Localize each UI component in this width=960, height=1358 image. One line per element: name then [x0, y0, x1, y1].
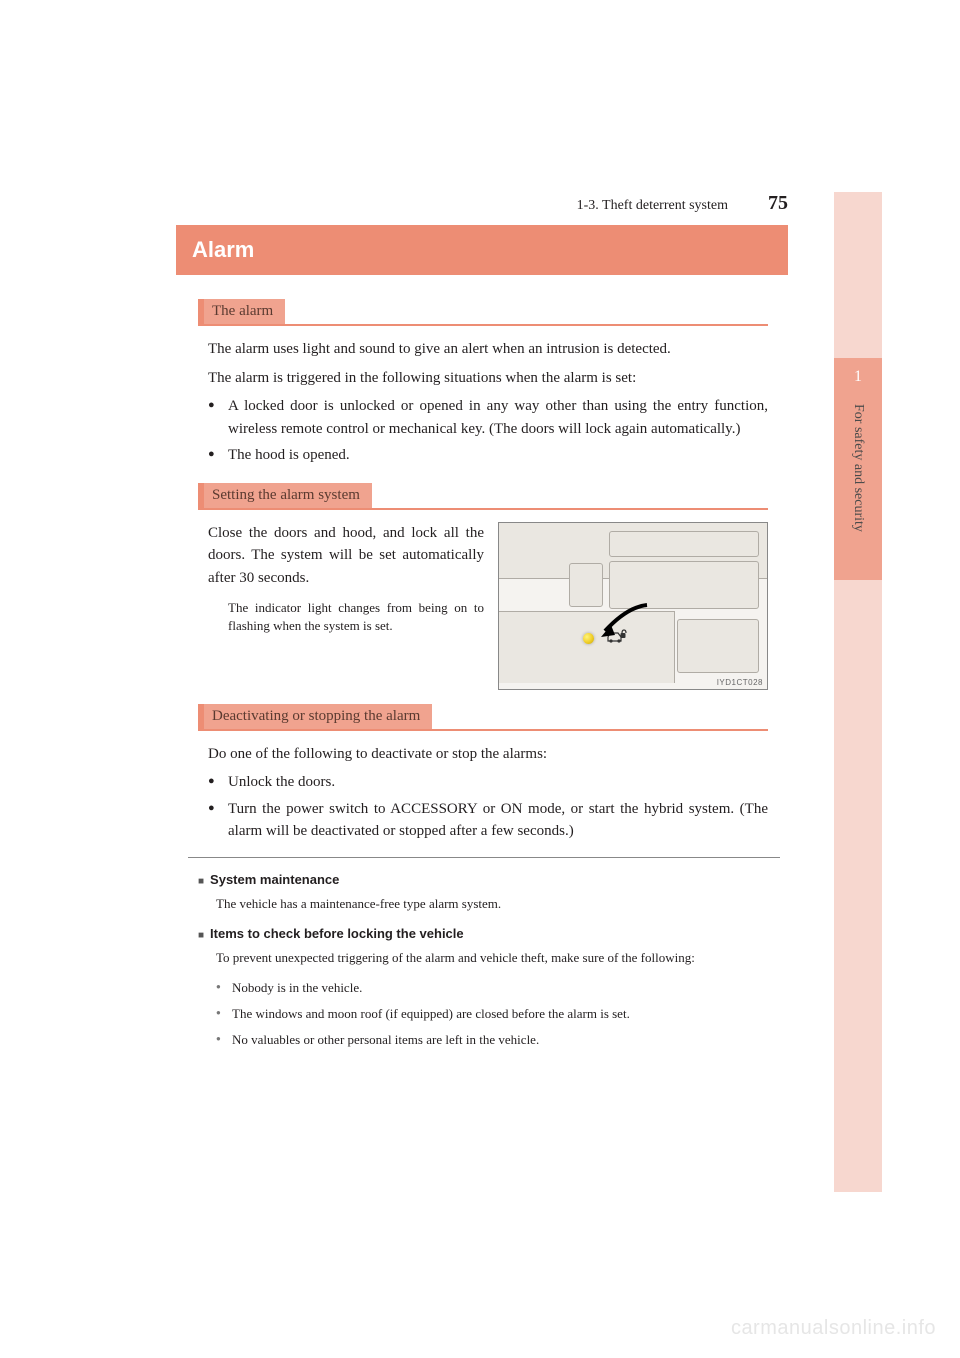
note-bullet: Nobody is in the vehicle.	[216, 978, 774, 998]
alarm-bullet: A locked door is unlocked or opened in a…	[208, 395, 768, 440]
setting-p1: Close the doors and hood, and lock all t…	[208, 522, 484, 590]
dashboard-illustration: IYD1CT028	[498, 522, 768, 690]
deactivating-bullet: Unlock the doors.	[208, 771, 768, 794]
note-heading: ■ System maintenance	[198, 870, 774, 890]
note-body: To prevent unexpected triggering of the …	[216, 948, 774, 968]
side-tab-background	[834, 192, 882, 1192]
watermark: carmanualsonline.info	[731, 1317, 936, 1340]
deactivating-body: Do one of the following to deactivate or…	[208, 743, 768, 843]
note-title: System maintenance	[210, 870, 339, 890]
alarm-bullet: The hood is opened.	[208, 444, 768, 467]
breadcrumb: 1-3. Theft deterrent system	[577, 198, 728, 214]
notes-block: ■ System maintenance The vehicle has a m…	[198, 870, 774, 1051]
page-header: 1-3. Theft deterrent system 75	[176, 192, 788, 215]
illustration-code: IYD1CT028	[717, 678, 763, 687]
note-heading: ■ Items to check before locking the vehi…	[198, 924, 774, 944]
note-bullet: No valuables or other personal items are…	[216, 1030, 774, 1050]
note-body: The vehicle has a maintenance-free type …	[216, 894, 774, 914]
section-heading-label: Deactivating or stopping the alarm	[198, 704, 432, 729]
deactivating-p1: Do one of the following to deactivate or…	[208, 743, 768, 766]
section-heading-label: Setting the alarm system	[198, 483, 372, 508]
deactivating-bullet: Turn the power switch to ACCESSORY or ON…	[208, 798, 768, 843]
setting-sub: The indicator light changes from being o…	[208, 599, 484, 635]
section-heading-setting: Setting the alarm system	[198, 483, 768, 510]
divider	[188, 857, 780, 858]
indicator-led-icon	[583, 633, 594, 644]
alarm-p2: The alarm is triggered in the following …	[208, 367, 768, 390]
pointer-arrow-icon	[599, 603, 649, 643]
setting-text: Close the doors and hood, and lock all t…	[208, 522, 484, 690]
square-bullet-icon: ■	[198, 928, 204, 944]
section-heading-label: The alarm	[198, 299, 285, 324]
page-number: 75	[768, 192, 788, 215]
page-title: Alarm	[176, 225, 788, 275]
section-heading-deactivating: Deactivating or stopping the alarm	[198, 704, 768, 731]
side-tab-number: 1	[834, 368, 882, 386]
square-bullet-icon: ■	[198, 874, 204, 890]
page-content: 1-3. Theft deterrent system 75 Alarm The…	[176, 192, 788, 1056]
section-heading-alarm: The alarm	[198, 299, 768, 326]
note-bullet: The windows and moon roof (if equipped) …	[216, 1004, 774, 1024]
alarm-p1: The alarm uses light and sound to give a…	[208, 338, 768, 361]
note-title: Items to check before locking the vehicl…	[210, 924, 464, 944]
alarm-body: The alarm uses light and sound to give a…	[208, 338, 768, 467]
setting-row: Close the doors and hood, and lock all t…	[208, 522, 768, 690]
side-tab-label: For safety and security	[834, 400, 882, 570]
